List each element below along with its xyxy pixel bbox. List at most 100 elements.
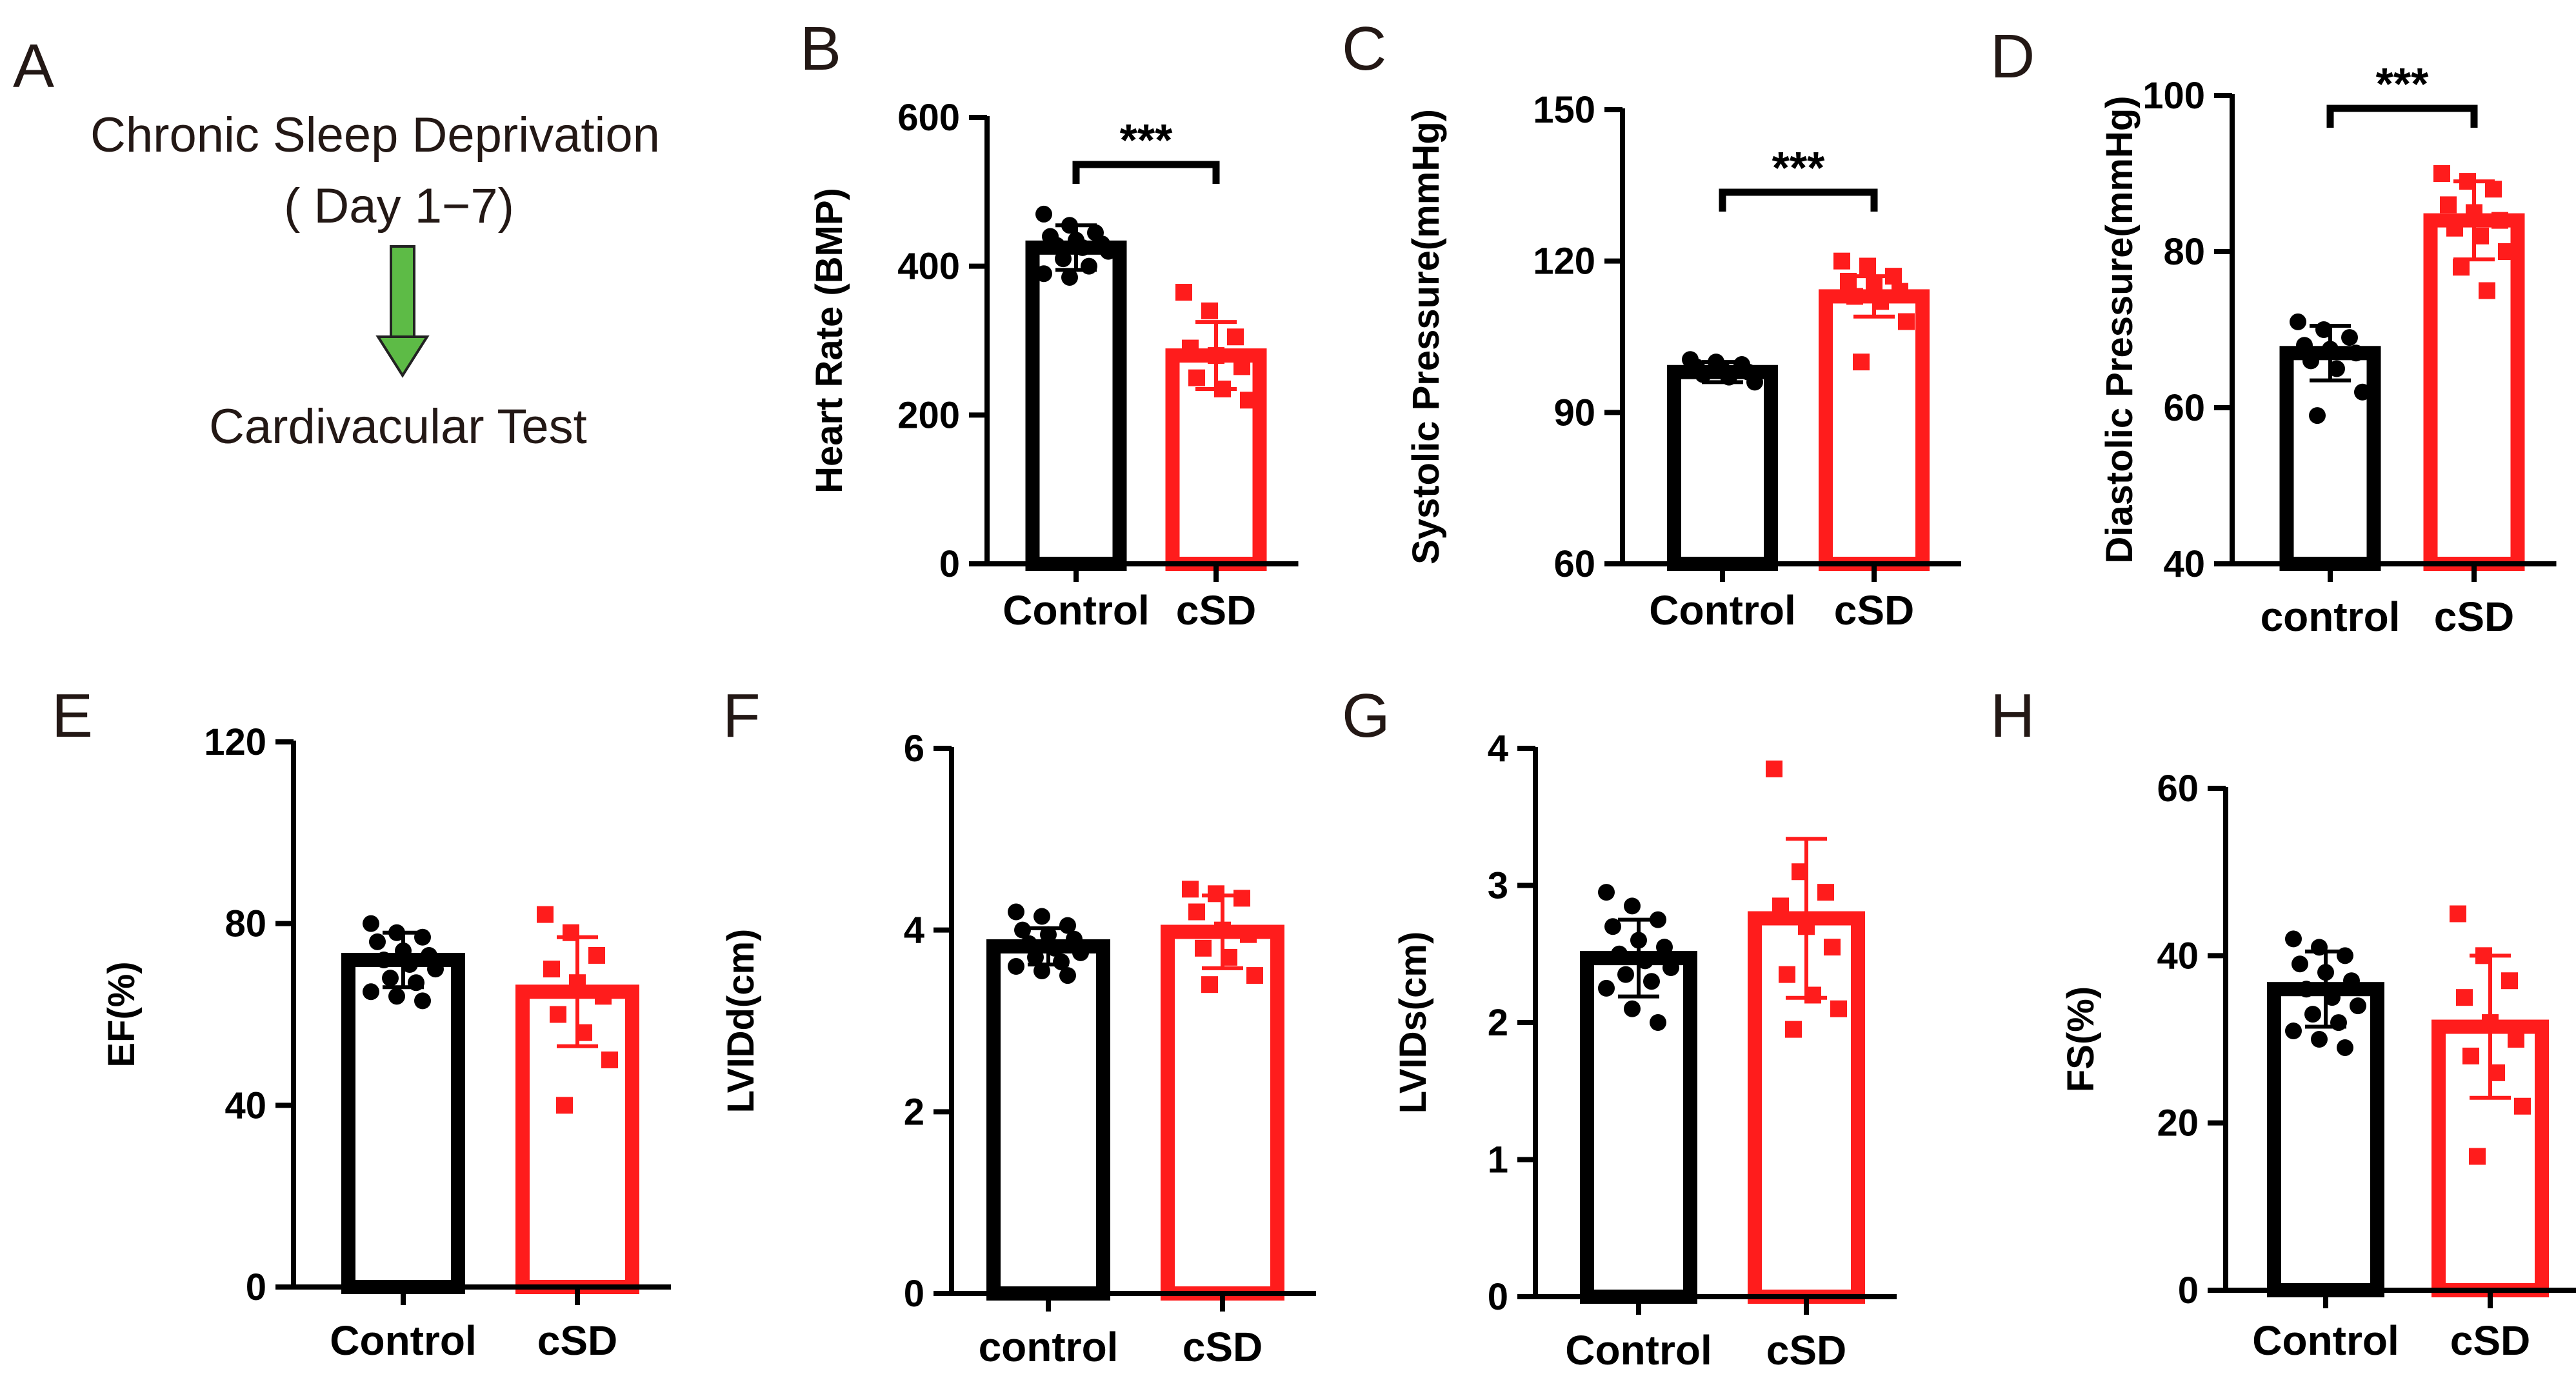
data-point xyxy=(1721,368,1737,386)
data-point xyxy=(1053,953,1070,970)
data-point xyxy=(1804,986,1821,1004)
y-tick-label: 60 xyxy=(2157,768,2199,810)
data-point xyxy=(2459,173,2476,190)
y-axis-label: Heart Rate (BMP) xyxy=(808,188,850,494)
chart-h: Control cSD 0 20 40 60 FS(%) xyxy=(2060,768,2576,1364)
data-point xyxy=(2433,165,2450,182)
data-point xyxy=(1785,1021,1802,1038)
significance-bracket xyxy=(1072,161,1220,184)
y-tick-label: 40 xyxy=(2163,543,2205,585)
data-point xyxy=(1798,918,1815,935)
bar-control xyxy=(1025,240,1127,571)
chart-b: Control cSD 0 200 400 600 Heart Rate (BMP) *** xyxy=(808,97,1299,634)
data-point xyxy=(2291,955,2308,973)
x-tick-label: cSD xyxy=(1834,587,1915,634)
data-point xyxy=(2309,407,2326,424)
data-point xyxy=(1033,963,1050,980)
y-tick-label: 0 xyxy=(246,1266,266,1308)
y-tick-label: 0 xyxy=(939,543,960,585)
data-point xyxy=(421,946,437,964)
significance-bracket xyxy=(1719,188,1878,212)
data-point xyxy=(2488,1064,2505,1081)
data-point xyxy=(1643,973,1660,990)
data-point xyxy=(1662,959,1679,976)
data-point xyxy=(1188,369,1205,386)
y-tick-label: 40 xyxy=(2157,935,2199,977)
data-point xyxy=(2514,1097,2531,1115)
data-point xyxy=(1824,939,1841,956)
data-point xyxy=(1240,392,1257,409)
data-point xyxy=(543,961,560,978)
data-point xyxy=(1604,918,1621,935)
data-point xyxy=(1021,935,1037,952)
data-point xyxy=(2453,259,2470,276)
data-point xyxy=(2469,1148,2486,1165)
data-point xyxy=(1656,939,1673,956)
data-point xyxy=(1201,976,1218,993)
chart-e: Control cSD 0 40 80 120 EF(%) xyxy=(101,721,671,1364)
data-point xyxy=(2285,930,2302,948)
data-point xyxy=(1227,328,1244,346)
y-tick-label: 1 xyxy=(1488,1139,1508,1181)
x-tick-label: cSD xyxy=(2434,594,2515,640)
data-point xyxy=(1033,908,1050,925)
data-point xyxy=(1055,250,1072,268)
data-point xyxy=(1830,1000,1847,1017)
data-point xyxy=(1598,884,1615,901)
panel-letter-d: D xyxy=(1990,22,2035,91)
panel-letter-a: A xyxy=(13,32,55,101)
flow-step-cardiovascular-test: Cardivacular Test xyxy=(209,399,587,454)
y-axis-label: LVIDs(cm) xyxy=(1392,932,1434,1114)
data-point xyxy=(1624,897,1641,915)
data-point xyxy=(1872,293,1889,310)
data-point xyxy=(2296,337,2313,354)
x-tick-label: cSD xyxy=(1183,1324,1263,1370)
significance-label: *** xyxy=(1772,143,1825,193)
y-tick-label: 200 xyxy=(897,394,960,436)
data-point xyxy=(1246,967,1263,984)
chart-g: Control cSD 0 1 2 3 4 LVIDs(cm) xyxy=(1392,728,1897,1373)
flow-step-sleep-deprivation: Chronic Sleep Deprivation xyxy=(90,108,660,163)
y-axis-label: Systolic Pressure(mmHg) xyxy=(1405,109,1447,564)
y-tick-label: 20 xyxy=(2157,1103,2199,1144)
data-point xyxy=(1074,239,1091,256)
data-point xyxy=(601,1051,618,1068)
data-point xyxy=(2446,219,2463,237)
data-point xyxy=(2341,329,2358,346)
data-point xyxy=(1779,966,1795,983)
data-point xyxy=(2290,313,2306,330)
data-point xyxy=(1650,911,1666,928)
data-point xyxy=(1072,944,1089,961)
significance-bracket xyxy=(2326,105,2478,128)
x-tick-label: control xyxy=(2261,594,2401,640)
bar-control xyxy=(341,953,465,1294)
data-point xyxy=(2348,344,2364,362)
bar-csd xyxy=(1819,289,1930,571)
data-point xyxy=(414,992,431,1010)
data-point xyxy=(1059,967,1076,984)
data-point xyxy=(537,906,554,923)
bar-control xyxy=(1667,364,1778,571)
data-point xyxy=(1182,881,1199,898)
data-point xyxy=(1214,380,1231,397)
data-point xyxy=(2322,341,2339,358)
data-point xyxy=(1100,243,1117,260)
data-point xyxy=(2311,939,2328,956)
data-point xyxy=(395,942,412,959)
data-point xyxy=(408,974,424,992)
data-point xyxy=(2317,964,2334,981)
data-point xyxy=(1035,205,1052,223)
data-point xyxy=(1008,903,1024,921)
panel-letter-b: B xyxy=(800,14,842,83)
data-point xyxy=(401,956,418,973)
data-point xyxy=(1846,288,1863,305)
data-point xyxy=(1061,217,1078,234)
y-tick-label: 120 xyxy=(204,721,266,763)
data-point xyxy=(575,1024,592,1041)
data-point xyxy=(427,961,444,978)
y-tick-label: 40 xyxy=(225,1084,266,1126)
data-point xyxy=(1892,283,1908,300)
data-point xyxy=(2456,989,2473,1006)
